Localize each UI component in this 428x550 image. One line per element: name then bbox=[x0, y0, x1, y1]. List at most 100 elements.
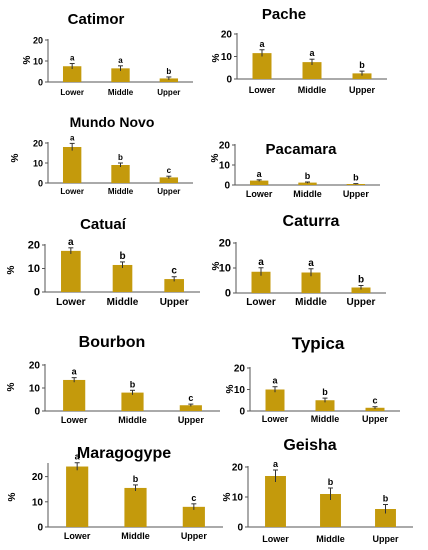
bar bbox=[66, 466, 89, 527]
significance-letter: c bbox=[167, 166, 172, 175]
y-tick-label: 10 bbox=[32, 497, 44, 508]
y-axis-label: % bbox=[225, 384, 236, 393]
y-tick-label: 20 bbox=[28, 240, 40, 252]
bar bbox=[251, 271, 271, 293]
significance-letter: b bbox=[119, 251, 125, 262]
x-tick-label: Lower bbox=[249, 85, 276, 95]
chart-title: Maragogype bbox=[77, 445, 171, 462]
x-tick-label: Lower bbox=[246, 189, 273, 199]
significance-letter: a bbox=[272, 376, 278, 386]
x-tick-label: Middle bbox=[295, 297, 327, 308]
significance-letter: a bbox=[72, 367, 78, 377]
x-tick-label: Upper bbox=[343, 189, 370, 199]
bar bbox=[302, 62, 322, 79]
y-tick-label: 20 bbox=[29, 361, 41, 372]
significance-letter: b bbox=[322, 387, 328, 397]
bar bbox=[159, 78, 179, 82]
bar bbox=[265, 389, 285, 411]
y-tick-label: 0 bbox=[225, 288, 231, 300]
bar bbox=[346, 184, 366, 185]
significance-letter: b bbox=[133, 474, 139, 484]
significance-letter: a bbox=[258, 257, 264, 268]
significance-letter: c bbox=[188, 393, 193, 403]
y-tick-label: 20 bbox=[219, 238, 231, 250]
bar bbox=[375, 509, 396, 527]
x-tick-label: Upper bbox=[362, 414, 389, 424]
bar bbox=[249, 180, 269, 185]
significance-letter: a bbox=[118, 56, 123, 65]
x-tick-label: Upper bbox=[349, 85, 376, 95]
chart-title: Catimor bbox=[68, 11, 125, 28]
x-tick-label: Lower bbox=[60, 187, 84, 196]
x-tick-label: Upper bbox=[178, 415, 205, 425]
y-tick-label: 20 bbox=[32, 472, 44, 483]
x-tick-label: Middle bbox=[107, 297, 139, 308]
significance-letter: b bbox=[359, 60, 365, 70]
bar bbox=[112, 264, 133, 292]
x-tick-label: Lower bbox=[262, 534, 289, 544]
significance-letter: b bbox=[118, 153, 123, 162]
bar bbox=[365, 407, 385, 411]
bar bbox=[298, 182, 317, 185]
y-tick-label: 0 bbox=[37, 523, 43, 534]
y-tick-label: 0 bbox=[224, 181, 230, 192]
y-axis-label: % bbox=[211, 53, 222, 62]
significance-letter: c bbox=[171, 266, 177, 277]
x-tick-label: Middle bbox=[293, 189, 322, 199]
x-tick-label: Middle bbox=[118, 415, 147, 425]
y-tick-label: 20 bbox=[234, 364, 246, 375]
y-axis-label: % bbox=[210, 153, 221, 162]
y-tick-label: 10 bbox=[232, 493, 244, 504]
x-tick-label: Middle bbox=[316, 534, 345, 544]
y-axis-label: % bbox=[211, 261, 222, 270]
significance-letter: b bbox=[353, 173, 359, 183]
bar bbox=[351, 287, 371, 293]
chart-panel: Pacamara% 0 10 20 a Lower b Middle b Upper bbox=[210, 141, 380, 199]
bar bbox=[62, 66, 82, 82]
x-tick-label: Middle bbox=[121, 531, 150, 541]
bar bbox=[63, 379, 86, 411]
x-tick-label: Upper bbox=[347, 297, 376, 308]
chart-title: Pacamara bbox=[266, 141, 338, 158]
y-tick-label: 10 bbox=[33, 159, 43, 169]
chart-title: Geisha bbox=[283, 437, 336, 454]
significance-letter: a bbox=[70, 133, 75, 142]
y-tick-label: 0 bbox=[226, 75, 232, 86]
chart-panel: Geisha% 0 10 20 a Lower b Middle b Upper bbox=[222, 437, 413, 544]
chart-panel: Pache% 0 10 20 a Lower a Middle b Upper bbox=[211, 6, 387, 95]
y-tick-label: 10 bbox=[28, 263, 40, 275]
chart-panel: Typica% 0 10 20 a Lower b Middle c Upper bbox=[225, 334, 400, 424]
x-tick-label: Middle bbox=[108, 88, 134, 97]
x-tick-label: Lower bbox=[246, 297, 276, 308]
significance-letter: a bbox=[308, 258, 314, 269]
y-axis-label: % bbox=[7, 492, 18, 501]
x-tick-label: Lower bbox=[61, 415, 88, 425]
significance-letter: b bbox=[305, 171, 311, 181]
significance-letter: c bbox=[191, 493, 196, 503]
chart-title: Bourbon bbox=[79, 334, 146, 351]
bar bbox=[301, 272, 321, 293]
y-tick-label: 10 bbox=[221, 52, 233, 63]
chart-title: Pache bbox=[262, 6, 306, 23]
significance-letter: a bbox=[259, 39, 265, 49]
y-tick-label: 20 bbox=[219, 141, 231, 152]
x-tick-label: Middle bbox=[298, 85, 327, 95]
y-axis-label: % bbox=[6, 382, 17, 391]
significance-letter: a bbox=[70, 54, 75, 63]
bar bbox=[111, 165, 130, 183]
y-tick-label: 10 bbox=[234, 385, 246, 396]
bar bbox=[265, 476, 286, 527]
y-tick-label: 0 bbox=[34, 287, 40, 299]
x-tick-label: Lower bbox=[60, 88, 84, 97]
y-tick-label: 0 bbox=[38, 78, 43, 88]
x-tick-label: Upper bbox=[157, 187, 180, 196]
significance-letter: b bbox=[166, 67, 171, 76]
x-tick-label: Upper bbox=[372, 534, 399, 544]
bar bbox=[320, 494, 341, 527]
chart-title: Typica bbox=[292, 334, 345, 353]
chart-title: Catuaí bbox=[80, 216, 127, 233]
y-axis-label: % bbox=[22, 55, 33, 64]
bar bbox=[315, 400, 335, 411]
y-tick-label: 20 bbox=[33, 139, 43, 149]
